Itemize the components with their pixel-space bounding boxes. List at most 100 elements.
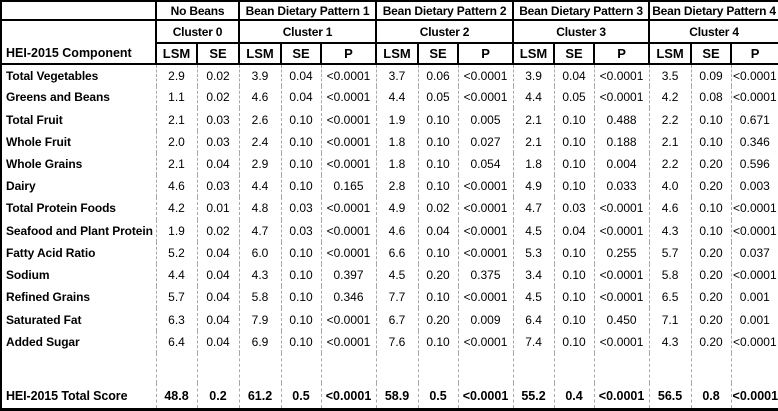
value-cell: 0.10: [417, 152, 459, 176]
value-cell: 0.04: [196, 286, 239, 309]
total-value-cell: <0.0001: [320, 383, 377, 410]
value-cell: <0.0001: [593, 286, 650, 309]
value-cell: <0.0001: [593, 219, 650, 242]
stat-header-p-2: P: [457, 42, 515, 65]
component-row: Total Fruit 2.1 0.03 2.6 0.10 <0.0001 1.9 0.10 0…: [1, 108, 778, 131]
value-cell: 0.10: [553, 308, 595, 331]
value-cell: 0.10: [417, 330, 459, 353]
row-label: Sodium: [6, 268, 50, 283]
value-cell: 4.3: [648, 330, 692, 353]
value-cell: <0.0001: [320, 241, 377, 264]
value-cell: 0.005: [457, 108, 514, 131]
cluster-header-1: Cluster 1: [237, 19, 378, 44]
cluster-header-0: Cluster 0: [155, 19, 240, 44]
value-cell: 0.10: [280, 241, 321, 264]
value-cell: 5.8: [238, 286, 281, 309]
value-cell: 0.033: [593, 175, 650, 198]
stat-header-lsm-4: LSM: [648, 42, 693, 65]
value-cell: 0.450: [593, 308, 650, 331]
value-cell: 4.4: [155, 263, 197, 287]
stat-header-se-3: SE: [553, 42, 596, 65]
row-label: Added Sugar: [6, 334, 80, 349]
value-cell: 0.10: [280, 308, 321, 331]
value-cell: 4.7: [512, 197, 555, 220]
value-cell: <0.0001: [730, 263, 778, 287]
value-cell: 0.08: [690, 86, 732, 109]
value-cell: <0.0001: [730, 330, 778, 353]
total-value-cell: <0.0001: [457, 383, 514, 410]
value-cell: 0.10: [417, 241, 459, 264]
value-cell: 6.6: [375, 241, 419, 264]
value-cell: 6.3: [155, 308, 197, 331]
value-cell: 4.4: [238, 175, 281, 198]
spacer-cell: [593, 352, 650, 384]
component-row: Refined Grains 5.7 0.04 5.8 0.10 0.346 7.7 0.10…: [1, 286, 778, 309]
value-cell: 0.04: [196, 263, 239, 287]
value-cell: 0.001: [730, 308, 778, 331]
value-cell: 3.9: [512, 64, 555, 87]
stat-header-lsm-1: LSM: [238, 42, 282, 65]
value-cell: <0.0001: [320, 308, 377, 331]
spacer-cell: [155, 352, 197, 384]
spacer-row: [1, 352, 778, 384]
value-cell: 0.10: [417, 286, 459, 309]
value-cell: <0.0001: [320, 130, 377, 153]
value-cell: 0.10: [553, 330, 595, 353]
total-score-row: HEI-2015 Total Score 48.8 0.2 61.2 0.5 <0.000…: [1, 383, 778, 410]
value-cell: <0.0001: [320, 86, 377, 109]
value-cell: 0.02: [196, 219, 239, 242]
value-cell: 1.1: [155, 86, 197, 109]
total-value-cell: <0.0001: [593, 383, 650, 410]
value-cell: 0.04: [196, 330, 239, 353]
value-cell: 0.165: [320, 175, 377, 198]
value-cell: 3.4: [512, 263, 555, 287]
stat-header-lsm-0: LSM: [155, 42, 198, 65]
value-cell: 0.003: [730, 175, 778, 198]
value-cell: 0.10: [417, 175, 459, 198]
spacer-cell: [320, 352, 377, 384]
value-cell: 0.375: [457, 263, 514, 287]
value-cell: 7.4: [512, 330, 555, 353]
component-row: Seafood and Plant Protein 1.9 0.02 4.7 0.03 <…: [1, 219, 778, 242]
value-cell: <0.0001: [320, 219, 377, 242]
total-value-cell: 0.8: [690, 383, 732, 410]
stat-header-p-3: P: [593, 42, 651, 65]
value-cell: 6.7: [375, 308, 419, 331]
value-cell: 4.2: [155, 197, 197, 220]
stat-header-se-0: SE: [196, 42, 240, 65]
value-cell: 2.1: [648, 130, 692, 153]
value-cell: <0.0001: [320, 152, 377, 176]
value-cell: 0.10: [280, 130, 321, 153]
spacer-label-cell: [1, 353, 156, 383]
value-cell: 0.04: [196, 241, 239, 264]
row-label: Total Vegetables: [6, 68, 99, 83]
row-label: Whole Grains: [6, 156, 83, 171]
value-cell: 0.20: [690, 175, 732, 198]
value-cell: <0.0001: [730, 219, 778, 242]
pattern-header-1: Bean Dietary Pattern 1: [237, 0, 378, 21]
pattern-header-4: Bean Dietary Pattern 4: [648, 0, 778, 21]
row-label: Total Protein Foods: [6, 201, 116, 216]
component-row: Fatty Acid Ratio 5.2 0.04 6.0 0.10 <0.0001 6.6…: [1, 241, 778, 264]
value-cell: 2.1: [512, 130, 555, 153]
value-cell: 0.10: [553, 175, 595, 198]
value-cell: 4.6: [238, 86, 281, 109]
value-cell: 5.8: [648, 263, 692, 287]
row-label: Seafood and Plant Protein: [6, 223, 153, 238]
spacer-cell: [196, 352, 239, 384]
value-cell: 0.05: [553, 86, 595, 109]
value-cell: <0.0001: [593, 64, 650, 87]
spacer-cell: [417, 352, 459, 384]
value-cell: 3.5: [648, 64, 692, 87]
value-cell: 2.9: [238, 152, 281, 176]
value-cell: <0.0001: [593, 330, 650, 353]
value-cell: 2.1: [155, 108, 197, 131]
spacer-cell: [280, 352, 321, 384]
value-cell: 4.5: [375, 263, 419, 287]
pattern-header-2: Bean Dietary Pattern 2: [375, 0, 515, 21]
pattern-header-row: No Beans Bean Dietary Pattern 1 Bean Dieta…: [0, 0, 778, 21]
value-cell: 1.9: [375, 108, 419, 131]
value-cell: 0.10: [553, 241, 595, 264]
value-cell: <0.0001: [457, 241, 514, 264]
